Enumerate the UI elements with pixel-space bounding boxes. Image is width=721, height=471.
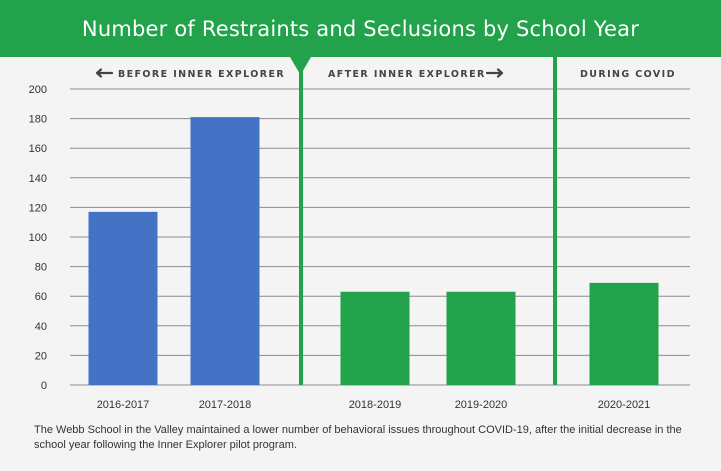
x-axis: 2016-2017 2017-2018 2018-2019 2019-2020 2020…: [97, 399, 651, 411]
bar-2020-2021: [589, 282, 659, 385]
y-tick-label: 120: [29, 202, 47, 214]
bar-2019-2020: [446, 291, 516, 385]
gridlines: [70, 88, 690, 386]
y-axis: 0 20 40 60 80 100 120 140 160 180 200: [29, 84, 47, 392]
segment-after: AFTER INNER EXPLORER: [328, 68, 504, 80]
arrow-right-icon: [485, 68, 504, 78]
segment-covid: DURING COVID: [580, 69, 676, 80]
bar-2016-2017: [88, 211, 158, 385]
y-tick-label: 100: [29, 232, 47, 244]
y-tick-label: 160: [29, 143, 47, 155]
segment-label-before: BEFORE INNER EXPLORER: [118, 69, 285, 80]
chart-title: Number of Restraints and Seclusions by S…: [81, 16, 640, 41]
segment-before: BEFORE INNER EXPLORER: [95, 68, 285, 80]
y-tick-label: 0: [41, 380, 47, 392]
divider-before-after: [299, 57, 303, 385]
bar-2018-2019: [340, 291, 410, 385]
y-tick-label: 200: [29, 84, 47, 96]
segment-label-covid: DURING COVID: [580, 69, 676, 80]
y-tick-label: 180: [29, 114, 47, 126]
y-tick-label: 80: [35, 262, 47, 274]
x-tick-label: 2016-2017: [97, 399, 150, 411]
segment-label-after: AFTER INNER EXPLORER: [328, 69, 486, 80]
arrow-left-icon: [95, 68, 114, 78]
chart-caption: The Webb School in the Valley maintained…: [34, 424, 682, 451]
x-tick-label: 2019-2020: [455, 399, 508, 411]
y-tick-label: 40: [35, 321, 47, 333]
bars: [88, 117, 659, 386]
y-tick-label: 20: [35, 350, 47, 362]
chart-header: Number of Restraints and Seclusions by S…: [0, 0, 721, 57]
y-tick-label: 60: [35, 291, 47, 303]
bar-2017-2018: [190, 117, 260, 386]
x-tick-label: 2018-2019: [349, 399, 402, 411]
divider-after-covid: [553, 57, 557, 385]
x-tick-label: 2017-2018: [199, 399, 252, 411]
x-tick-label: 2020-2021: [598, 399, 651, 411]
y-tick-label: 140: [29, 173, 47, 185]
